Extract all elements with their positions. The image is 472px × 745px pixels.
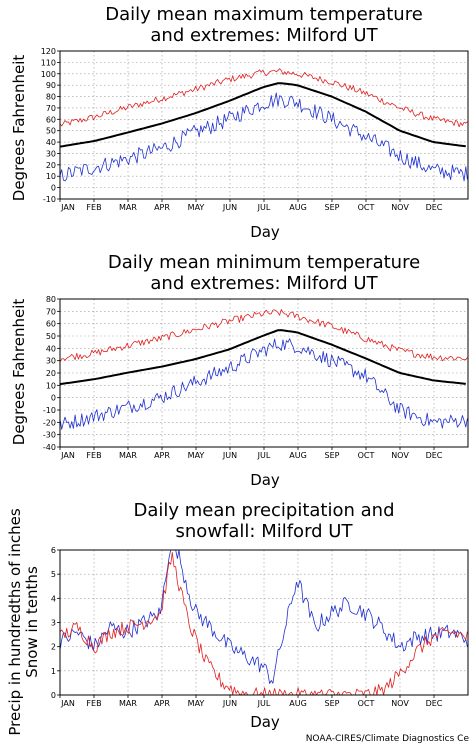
x-tick-label: JUN bbox=[222, 203, 237, 212]
x-tick-label: NOV bbox=[391, 451, 409, 460]
x-tick-label: AUG bbox=[289, 699, 307, 708]
x-tick-label: JUL bbox=[257, 451, 271, 460]
y-tick-label: -20 bbox=[43, 418, 56, 427]
y-tick-label: 2 bbox=[51, 643, 56, 652]
x-tick-label: JUN bbox=[222, 699, 237, 708]
series-line-extreme_low bbox=[59, 92, 468, 182]
x-tick-label: OCT bbox=[358, 451, 375, 460]
y-tick-label: 70 bbox=[46, 307, 56, 316]
chart-precipitation: Daily mean precipitation and snowfall: M… bbox=[6, 500, 469, 736]
x-tick-label: SEP bbox=[325, 451, 340, 460]
y-tick-label: -10 bbox=[43, 195, 56, 204]
series-line-extreme_high bbox=[59, 309, 468, 363]
y-tick-label: 5 bbox=[51, 570, 56, 579]
x-tick-label: FEB bbox=[86, 451, 101, 460]
x-tick-label: JUN bbox=[222, 451, 237, 460]
x-tick-label: MAY bbox=[188, 203, 205, 212]
chart-min-temperature: Daily mean minimum temperature and extre… bbox=[10, 252, 469, 489]
y-tick-label: -30 bbox=[43, 431, 56, 440]
y-tick-label: 60 bbox=[46, 115, 56, 124]
x-tick-label: APR bbox=[154, 699, 170, 708]
x-tick-label: NOV bbox=[391, 699, 409, 708]
x-tick-label: AUG bbox=[289, 203, 307, 212]
x-tick-label: MAR bbox=[119, 699, 137, 708]
x-tick-label: SEP bbox=[325, 699, 340, 708]
y-tick-label: 30 bbox=[46, 357, 56, 366]
chart-max-temperature: Daily mean maximum temperature and extre… bbox=[10, 4, 469, 241]
x-tick-label: FEB bbox=[86, 203, 101, 212]
x-tick-label: OCT bbox=[358, 203, 375, 212]
series-line-mean bbox=[59, 82, 466, 148]
y-tick-label: 50 bbox=[46, 332, 56, 341]
y-tick-label: 80 bbox=[46, 295, 56, 304]
x-tick-label: MAR bbox=[119, 451, 137, 460]
x-tick-label: JUL bbox=[257, 203, 271, 212]
x-axis-label: Day bbox=[250, 471, 280, 489]
series-line-extreme_high bbox=[59, 552, 468, 696]
x-tick-label: FEB bbox=[86, 699, 101, 708]
chart-title-line-2: and extremes: Milford UT bbox=[150, 25, 378, 46]
x-tick-label: JUL bbox=[257, 699, 271, 708]
chart-title-line-2: snowfall: Milford UT bbox=[176, 521, 354, 542]
y-axis-label: Degrees Fahrenheit bbox=[10, 299, 28, 446]
y-tick-label: -10 bbox=[43, 406, 56, 415]
y-tick-label: 0 bbox=[51, 691, 56, 700]
y-tick-label: 20 bbox=[46, 161, 56, 170]
chart-title-line-1: Daily mean minimum temperature bbox=[108, 252, 420, 273]
x-tick-label: JAN bbox=[60, 699, 75, 708]
y-tick-label: 0 bbox=[51, 184, 56, 193]
y-tick-label: 100 bbox=[41, 70, 56, 79]
x-tick-label: SEP bbox=[325, 203, 340, 212]
x-axis-label: Day bbox=[250, 223, 280, 241]
y-tick-label: -40 bbox=[43, 443, 56, 452]
y-tick-label: 20 bbox=[46, 369, 56, 378]
y-tick-label: 0 bbox=[51, 394, 56, 403]
y-tick-label: 1 bbox=[51, 667, 56, 676]
y-tick-label: 70 bbox=[46, 104, 56, 113]
x-tick-label: MAY bbox=[188, 451, 205, 460]
credit-text: NOAA-CIRES/Climate Diagnostics Ce bbox=[306, 734, 470, 744]
x-tick-label: JAN bbox=[60, 451, 75, 460]
y-tick-label: 3 bbox=[51, 619, 56, 628]
y-tick-label: 50 bbox=[46, 127, 56, 136]
chart-title-line-1: Daily mean precipitation and bbox=[133, 500, 394, 521]
y-axis-label: Degrees Fahrenheit bbox=[10, 55, 28, 202]
series-line-extreme_low bbox=[59, 549, 468, 684]
x-tick-label: AUG bbox=[289, 451, 307, 460]
y-tick-label: 4 bbox=[51, 594, 56, 603]
series-line-extreme_low bbox=[59, 338, 468, 430]
y-tick-label: 90 bbox=[46, 81, 56, 90]
x-tick-label: APR bbox=[154, 451, 170, 460]
x-tick-label: NOV bbox=[391, 203, 409, 212]
y-tick-label: 80 bbox=[46, 93, 56, 102]
x-tick-label: DEC bbox=[426, 203, 443, 212]
y-tick-label: 120 bbox=[41, 47, 56, 56]
series-line-mean bbox=[59, 329, 466, 386]
chart-title-line-1: Daily mean maximum temperature bbox=[105, 4, 423, 25]
x-tick-label: DEC bbox=[426, 451, 443, 460]
chart-title-line-2: and extremes: Milford UT bbox=[150, 273, 378, 294]
y-axis-label-line-1: Precip in hundredths of inches bbox=[6, 508, 24, 735]
y-tick-label: 10 bbox=[46, 172, 56, 181]
x-tick-label: MAY bbox=[188, 699, 205, 708]
x-tick-label: JAN bbox=[60, 203, 75, 212]
x-tick-label: DEC bbox=[426, 699, 443, 708]
y-tick-label: 6 bbox=[51, 546, 56, 555]
y-tick-label: 30 bbox=[46, 149, 56, 158]
y-tick-label: 40 bbox=[46, 344, 56, 353]
y-tick-label: 110 bbox=[41, 58, 56, 67]
y-axis-label-line-2: Snow in tenths bbox=[23, 566, 41, 678]
x-tick-label: OCT bbox=[358, 699, 375, 708]
series-line-extreme_high bbox=[59, 68, 468, 128]
x-tick-label: APR bbox=[154, 203, 170, 212]
y-tick-label: 40 bbox=[46, 138, 56, 147]
y-tick-label: 10 bbox=[46, 381, 56, 390]
y-tick-label: 60 bbox=[46, 320, 56, 329]
x-tick-label: MAR bbox=[119, 203, 137, 212]
x-axis-label: Day bbox=[250, 713, 280, 731]
